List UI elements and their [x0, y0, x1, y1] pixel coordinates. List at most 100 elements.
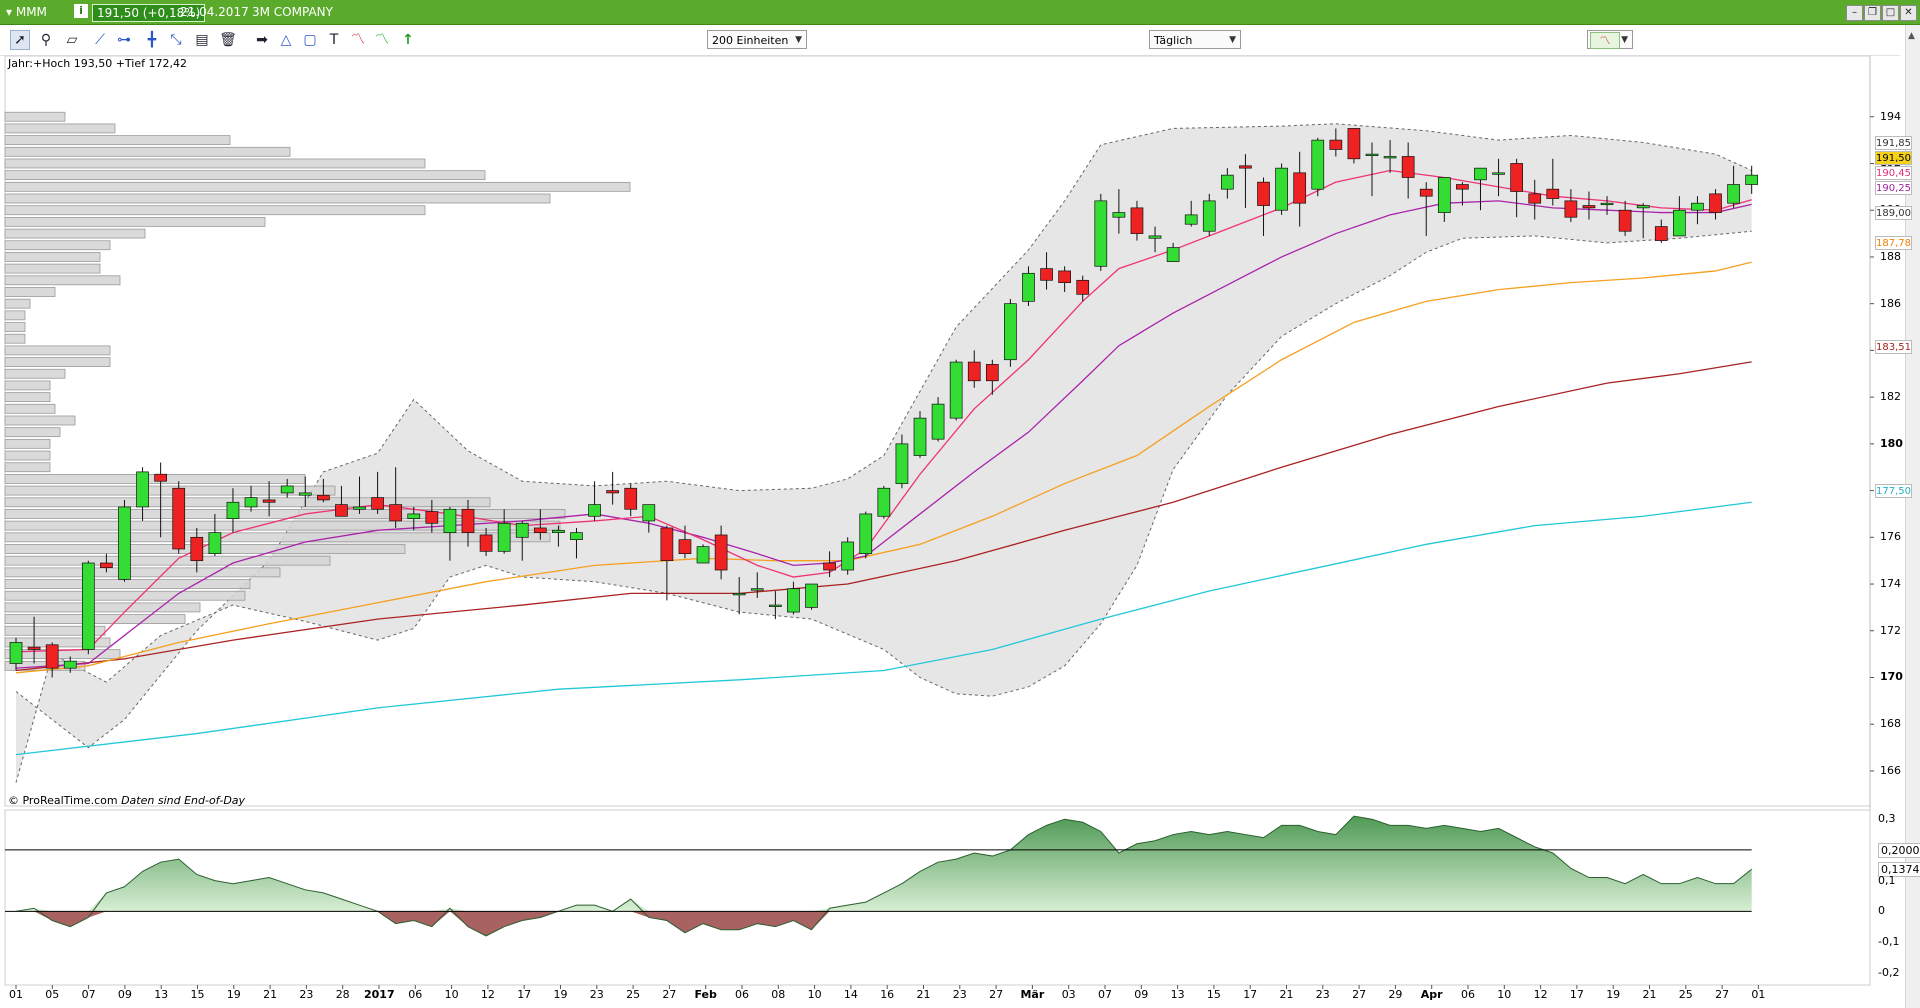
price-label: 191,85: [1875, 136, 1912, 150]
candle-body: [208, 532, 222, 555]
x-tick-label: 27: [662, 988, 677, 1001]
chevron-down-icon: ▼: [795, 35, 802, 45]
restore-icon[interactable]: ❐: [1864, 5, 1881, 21]
candle-body: [1636, 205, 1650, 209]
indicator-chart-icon: 〽: [1590, 32, 1620, 49]
candle-body: [1130, 207, 1144, 234]
x-tick-label: 08: [771, 988, 786, 1001]
volume-profile-bar: [4, 216, 266, 227]
x-tick-label: 23: [299, 988, 314, 1001]
period-select-value: Täglich: [1154, 34, 1193, 47]
volume-profile-bar: [4, 625, 106, 636]
maximize-icon[interactable]: □: [1882, 5, 1899, 21]
candle-body: [63, 660, 77, 669]
candle-body: [1184, 214, 1198, 225]
x-tick-label: 23: [589, 988, 604, 1001]
candle-body: [45, 644, 59, 669]
zigzag-red-icon[interactable]: 〽: [351, 32, 365, 48]
x-tick-label: 17: [1243, 988, 1258, 1001]
volume-profile-bar: [4, 240, 111, 251]
text-icon[interactable]: ▤: [195, 32, 209, 48]
horizontal-line-icon[interactable]: ⊶: [117, 32, 131, 48]
volume-profile-bar: [4, 485, 336, 496]
candle-body: [9, 642, 23, 664]
candle-body: [750, 588, 764, 591]
oscillator-tick-label: 0: [1878, 904, 1885, 918]
pointer-icon[interactable]: ➚: [10, 30, 30, 50]
volume-profile-bar: [4, 368, 66, 379]
trash-icon[interactable]: 🗑: [219, 32, 237, 48]
candle-body: [1004, 303, 1017, 361]
volume-profile-bar: [4, 532, 551, 543]
trendline-icon[interactable]: ⟋: [95, 32, 105, 48]
fibonacci-icon[interactable]: ⤡: [170, 32, 182, 48]
up-arrow-icon[interactable]: ↑: [402, 32, 414, 48]
candle-body: [497, 522, 511, 552]
candle-body: [1618, 209, 1632, 232]
candle-body: [1166, 247, 1180, 262]
price-label: 189,00: [1875, 206, 1912, 220]
x-tick-label: 06: [735, 988, 749, 1001]
x-tick-label: 16: [880, 988, 895, 1001]
triangle-icon[interactable]: △: [280, 32, 292, 48]
candle-body: [1546, 188, 1560, 199]
candle-body: [1040, 268, 1053, 281]
scroll-up-icon[interactable]: ▲: [1908, 31, 1915, 41]
x-tick-label: 21: [263, 988, 278, 1001]
candle-body: [1239, 165, 1252, 169]
zigzag-green-icon[interactable]: 〽: [375, 32, 389, 48]
candle-body: [371, 497, 384, 510]
indicator-menu[interactable]: 〽 ▼: [1587, 30, 1633, 49]
units-select-value: 200 Einheiten: [712, 34, 789, 47]
volume-profile-bar: [4, 205, 426, 216]
volume-profile-bar: [4, 555, 331, 566]
x-tick-label: Apr: [1420, 988, 1443, 1001]
volume-profile-bar: [4, 298, 31, 309]
x-tick-label: 06: [408, 988, 423, 1001]
candle-body: [515, 522, 529, 538]
oscillator-tick-label: 0,1: [1878, 873, 1896, 887]
candle-body: [262, 499, 276, 503]
oscillator-line: [15, 815, 1752, 937]
candle-body: [1492, 172, 1505, 175]
info-icon[interactable]: i: [74, 4, 88, 18]
sma-200-line: [15, 501, 1752, 756]
credit-source: © ProRealTime.com: [8, 794, 118, 807]
volume-profile-bar: [4, 357, 111, 367]
x-tick-label: 19: [553, 988, 568, 1001]
x-tick-label: 21: [1642, 988, 1657, 1001]
x-tick-label: 21: [916, 988, 931, 1001]
symbol-menu[interactable]: ▾ MMM: [6, 5, 47, 19]
volume-profile-bar: [4, 520, 561, 531]
volume-profile-bar: [4, 252, 101, 262]
vertical-line-icon[interactable]: ╋: [147, 32, 157, 48]
y-tick-label: 170: [1880, 670, 1903, 684]
period-select[interactable]: Täglich ▼: [1149, 30, 1241, 49]
candle-body: [1401, 156, 1415, 178]
volume-profile-bar: [4, 228, 146, 239]
candle-body: [353, 506, 366, 510]
year-high-low: Jahr:+Hoch 193,50 +Tief 172,42: [8, 57, 187, 70]
y-tick-label: 174: [1880, 577, 1901, 591]
zoom-icon[interactable]: ⚲: [40, 32, 52, 48]
x-tick-label: 17: [1569, 988, 1584, 1001]
rectangle-icon[interactable]: ▢: [303, 32, 317, 48]
x-tick-label: 05: [45, 988, 60, 1001]
volume-profile-bar: [4, 590, 246, 601]
close-icon[interactable]: ✕: [1900, 5, 1917, 21]
x-tick-label: 27: [1352, 988, 1367, 1001]
text-box-icon[interactable]: T: [329, 32, 339, 48]
ruler-icon[interactable]: ▱: [66, 32, 78, 48]
units-select[interactable]: 200 Einheiten ▼: [707, 30, 807, 49]
oscillator-tick-label: 0,1374: [1878, 862, 1920, 878]
minimize-icon[interactable]: –: [1846, 5, 1863, 21]
candle-body: [805, 583, 818, 608]
arrow-icon[interactable]: ➡: [256, 32, 268, 48]
vertical-scrollbar[interactable]: ▲: [1905, 25, 1920, 1008]
volume-profile-bar: [4, 602, 201, 613]
candle-body: [985, 364, 999, 382]
oscillator-tick-label: -0,1: [1878, 935, 1900, 949]
candle-body: [443, 508, 457, 533]
candle-body: [660, 527, 674, 562]
